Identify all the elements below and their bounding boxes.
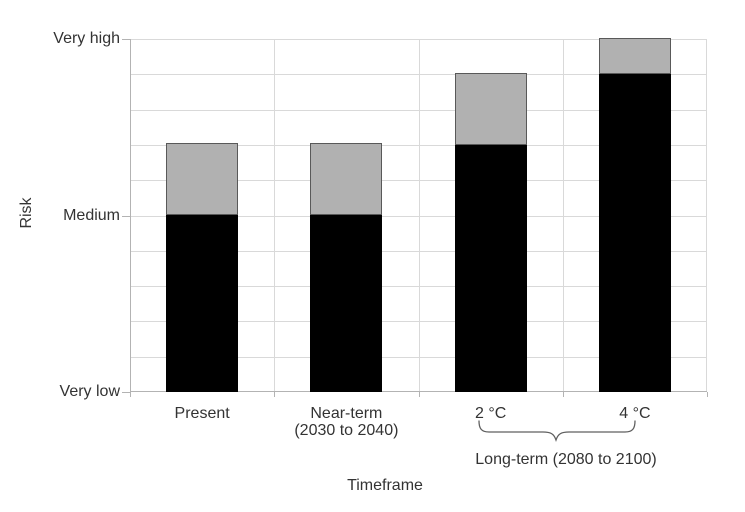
- y-tick-mark: [122, 39, 130, 40]
- gridline-horizontal: [130, 39, 707, 40]
- y-tick-label: Very low: [59, 383, 120, 400]
- bar-segment-additional-risk-range: [166, 143, 238, 215]
- long-term-annotation: Long-term (2080 to 2100): [475, 451, 657, 468]
- gridline-horizontal: [130, 286, 707, 287]
- x-tick-mark: [563, 392, 564, 397]
- x-tick-label: 4 °C: [619, 405, 650, 422]
- x-tick-label-line: (2030 to 2040): [294, 422, 399, 439]
- x-tick-label: 2 °C: [475, 405, 506, 422]
- gridline-horizontal: [130, 74, 707, 75]
- gridline-vertical: [274, 39, 275, 392]
- x-tick-label-line: 2 °C: [474, 405, 507, 422]
- plot-area: [130, 38, 707, 392]
- x-tick-label-line: Near-term: [310, 405, 383, 422]
- gridline-vertical: [563, 39, 564, 392]
- bar-segment-risk-level: [166, 215, 238, 392]
- x-tick-label-line: Present: [174, 405, 230, 422]
- underbrace-icon: [478, 420, 636, 443]
- x-tick-mark: [130, 392, 131, 397]
- y-tick-label: Medium: [63, 207, 120, 224]
- gridline-horizontal: [130, 216, 707, 217]
- x-axis-title: Timeframe: [347, 477, 423, 494]
- y-tick-mark: [122, 392, 130, 393]
- bar-segment-additional-risk-range: [599, 38, 671, 74]
- y-tick-mark: [122, 216, 130, 217]
- gridline-horizontal: [130, 145, 707, 146]
- y-axis-line: [130, 39, 131, 392]
- bar-segment-risk-level: [310, 215, 382, 392]
- x-tick-mark: [274, 392, 275, 397]
- gridline-horizontal: [130, 110, 707, 111]
- gridline-horizontal: [130, 357, 707, 358]
- x-tick-label: Present: [175, 405, 230, 422]
- gridline-horizontal: [130, 180, 707, 181]
- underbrace-path: [478, 420, 636, 443]
- bar-segment-additional-risk-range: [455, 73, 527, 145]
- bar-segment-risk-level: [599, 74, 671, 392]
- bar-segment-additional-risk-range: [310, 143, 382, 215]
- gridline-vertical: [419, 39, 420, 392]
- gridline-horizontal: [130, 321, 707, 322]
- x-axis-line: [130, 391, 707, 392]
- gridline-horizontal: [130, 251, 707, 252]
- gridline-vertical: [706, 39, 707, 392]
- x-tick-mark: [419, 392, 420, 397]
- x-tick-mark: [707, 392, 708, 397]
- x-tick-label-line: 4 °C: [619, 405, 651, 422]
- x-tick-label: Near-term (2030 to 2040): [294, 405, 398, 439]
- bar-segment-risk-level: [455, 145, 527, 392]
- y-tick-label: Very high: [53, 30, 120, 47]
